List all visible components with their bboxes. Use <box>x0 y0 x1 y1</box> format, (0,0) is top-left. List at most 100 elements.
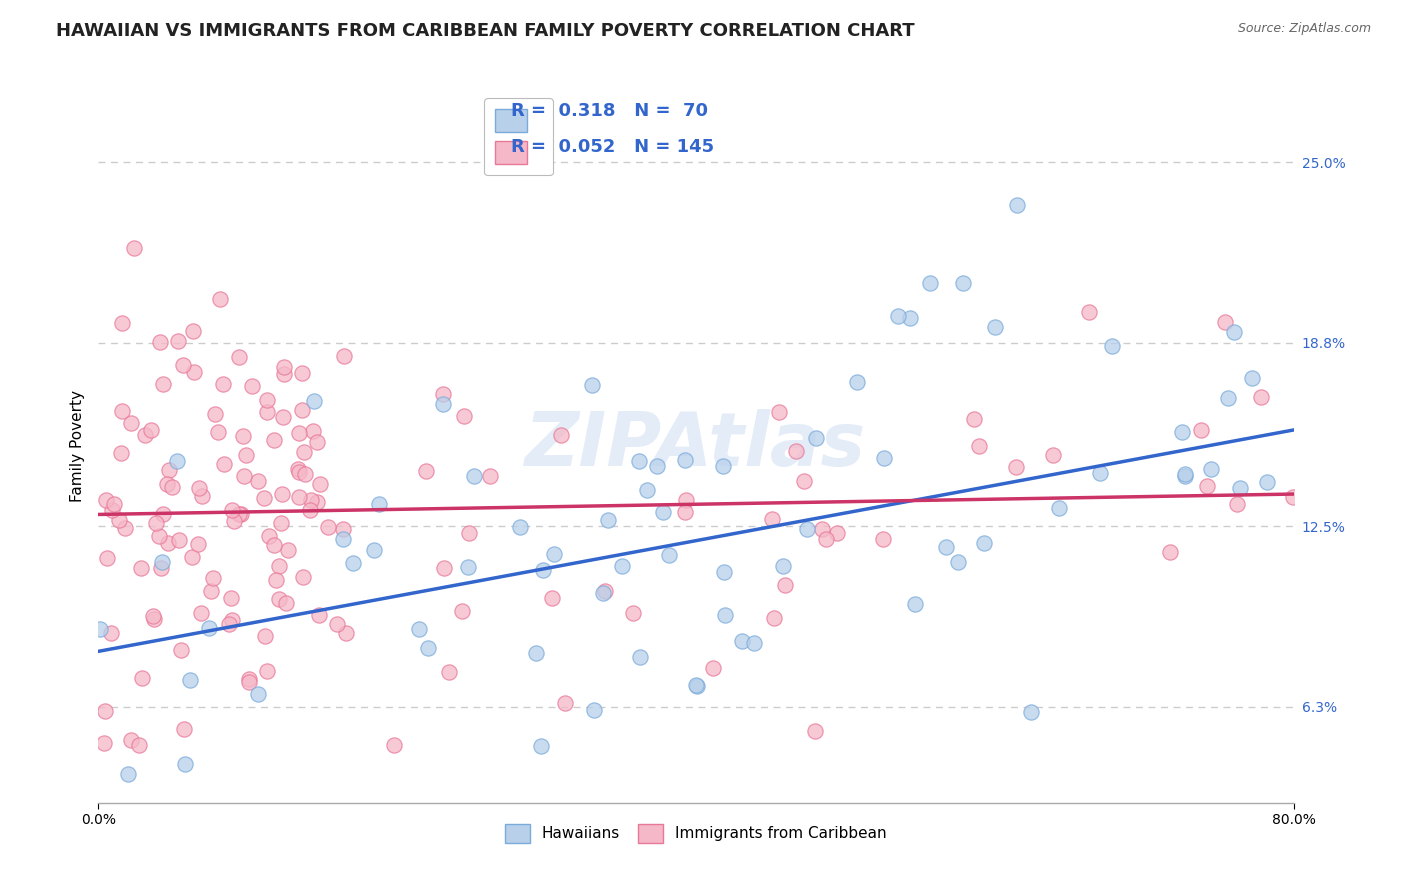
Point <box>595 583 617 598</box>
Point <box>382 738 405 752</box>
Point <box>592 586 614 600</box>
Point <box>207 425 229 440</box>
Point <box>432 387 454 401</box>
Point <box>453 409 475 424</box>
Point <box>257 529 280 543</box>
Point <box>478 469 501 483</box>
Point <box>273 360 295 375</box>
Point <box>673 505 696 519</box>
Point <box>530 739 553 753</box>
Point <box>761 512 783 526</box>
Point <box>108 513 131 527</box>
Point <box>1250 390 1272 404</box>
Point <box>415 464 437 478</box>
Point <box>1213 315 1236 329</box>
Point <box>302 394 325 409</box>
Point <box>621 607 644 621</box>
Point <box>898 310 921 325</box>
Point <box>368 497 391 511</box>
Point <box>160 480 183 494</box>
Point <box>221 591 243 605</box>
Point <box>301 424 323 438</box>
Text: ZIPAtlas: ZIPAtlas <box>526 409 866 483</box>
Point <box>270 486 292 500</box>
Point <box>167 334 190 348</box>
Point <box>270 516 292 530</box>
Point <box>142 612 165 626</box>
Point <box>1256 475 1278 489</box>
Point <box>197 621 219 635</box>
Point <box>952 277 974 291</box>
Point <box>111 316 134 330</box>
Point <box>437 665 460 679</box>
Point <box>117 766 139 780</box>
Point <box>120 416 142 430</box>
Point <box>218 616 240 631</box>
Point <box>173 756 195 771</box>
Point <box>166 454 188 468</box>
Point <box>702 661 724 675</box>
Point <box>294 467 316 481</box>
Point <box>762 611 785 625</box>
Point <box>305 495 328 509</box>
Point <box>1078 305 1101 319</box>
Point <box>768 405 790 419</box>
Point <box>183 365 205 379</box>
Point <box>167 533 190 547</box>
Point <box>188 481 211 495</box>
Point <box>179 673 201 687</box>
Point <box>686 680 709 694</box>
Point <box>1216 391 1239 405</box>
Point <box>984 319 1007 334</box>
Point <box>1019 705 1042 719</box>
Point <box>1282 490 1305 504</box>
Point <box>214 458 236 472</box>
Point <box>149 561 172 575</box>
Point <box>305 435 328 450</box>
Point <box>190 606 212 620</box>
Point <box>811 522 834 536</box>
Point <box>96 551 118 566</box>
Point <box>1159 545 1181 559</box>
Point <box>288 426 311 441</box>
Point <box>333 349 356 363</box>
Point <box>269 559 291 574</box>
Point <box>335 626 357 640</box>
Point <box>299 492 322 507</box>
Point <box>1189 423 1212 437</box>
Point <box>208 292 231 306</box>
Point <box>873 450 896 465</box>
Text: R =  0.052   N = 145: R = 0.052 N = 145 <box>510 138 714 156</box>
Point <box>235 448 257 462</box>
Point <box>1229 481 1251 495</box>
Point <box>94 704 117 718</box>
Point <box>233 469 256 483</box>
Point <box>509 520 531 534</box>
Point <box>432 397 454 411</box>
Point <box>200 584 222 599</box>
Point <box>872 533 894 547</box>
Point <box>920 277 942 291</box>
Point <box>1042 448 1064 462</box>
Point <box>170 643 193 657</box>
Point <box>173 723 195 737</box>
Point <box>152 376 174 391</box>
Point <box>658 548 681 562</box>
Point <box>229 508 252 522</box>
Point <box>181 549 204 564</box>
Point <box>1223 325 1246 339</box>
Point <box>935 540 957 554</box>
Point <box>273 410 295 425</box>
Point <box>554 696 576 710</box>
Point <box>1088 466 1111 480</box>
Point <box>150 555 173 569</box>
Point <box>124 241 146 255</box>
Point <box>973 536 995 550</box>
Point <box>887 309 910 323</box>
Y-axis label: Family Poverty: Family Poverty <box>69 390 84 502</box>
Point <box>463 468 485 483</box>
Point <box>145 516 167 530</box>
Point <box>287 462 309 476</box>
Point <box>326 617 349 632</box>
Point <box>1201 462 1223 476</box>
